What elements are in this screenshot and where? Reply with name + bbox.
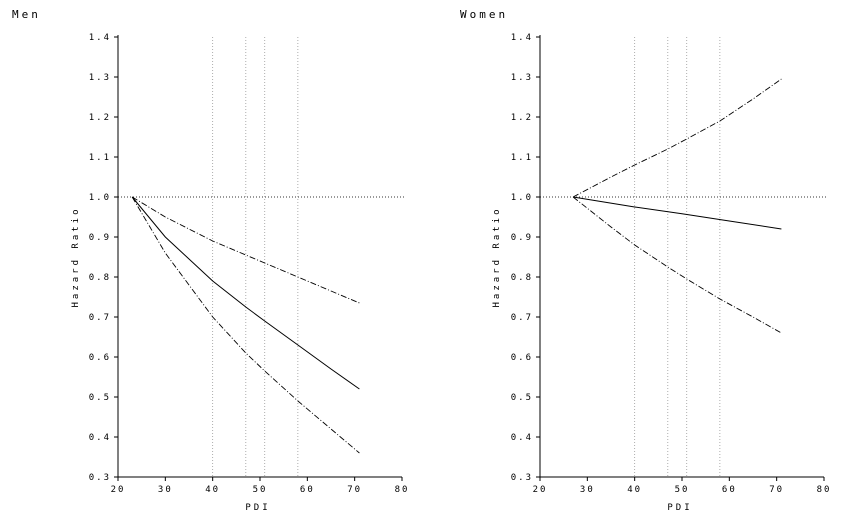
women-y-tick-label: 0.8: [511, 273, 533, 283]
men-y-tick-label: 1.2: [89, 113, 111, 123]
women-x-tick-label: 70: [769, 485, 784, 495]
men-y-tick-label: 0.4: [89, 433, 111, 443]
women-y-tick-label: 0.3: [511, 473, 533, 483]
men-x-tick-label: 30: [158, 485, 173, 495]
men-y-tick-label: 1.4: [89, 33, 111, 43]
women-x-tick-label: 20: [533, 485, 548, 495]
men-y-tick-label: 0.7: [89, 313, 111, 323]
men-y-tick-label: 1.3: [89, 73, 111, 83]
men-x-tick-label: 40: [205, 485, 220, 495]
women-y-tick-label: 1.1: [511, 153, 533, 163]
women-y-axis-label: Hazard Ratio: [492, 206, 502, 307]
women-y-tick-label: 0.7: [511, 313, 533, 323]
women-series-0-estimate-line: [573, 196, 782, 230]
women-y-tick-label: 1.4: [511, 33, 533, 43]
women-y-tick-label: 1.2: [511, 113, 533, 123]
women-series-1-ci-line: [572, 78, 782, 198]
men-y-tick-label: 1.1: [89, 153, 111, 163]
women-y-tick-label: 0.4: [511, 433, 533, 443]
men-title: Men: [12, 8, 41, 21]
women-y-tick-label: 0.6: [511, 353, 533, 363]
women-series-2-ci-line: [572, 196, 782, 334]
men-series-0-estimate-line: [131, 196, 360, 390]
men-y-tick-label: 1.0: [89, 193, 111, 203]
men-y-tick-label: 0.3: [89, 473, 111, 483]
men-panel: Men 0.3 0.4 0.5 0.6 0.7 0.8 0.9 1.0 1.1 1.2 1.3 1.4 2…: [12, 8, 410, 513]
women-x-axis-label: PDI: [667, 503, 692, 513]
men-y-tick-label: 0.9: [89, 233, 111, 243]
women-x-tick-label: 40: [627, 485, 642, 495]
women-panel: Women 0.3 0.4 0.5 0.6 0.7 0.8 0.9 1.0 1.1 1.2 1.3 1.…: [460, 8, 832, 513]
women-x-tick-label: 60: [722, 485, 737, 495]
men-x-tick-label: 70: [347, 485, 362, 495]
women-x-tick-label: 30: [580, 485, 595, 495]
women-x-tick-label: 50: [675, 485, 690, 495]
men-x-tick-label: 80: [395, 485, 410, 495]
women-y-tick-label: 1.0: [511, 193, 533, 203]
men-x-tick-label: 20: [111, 485, 126, 495]
men-series-1-ci-line: [131, 196, 360, 304]
women-x-tick-label: 80: [817, 485, 832, 495]
men-y-axis-label: Hazard Ratio: [71, 206, 81, 307]
men-y-tick-label: 0.6: [89, 353, 111, 363]
women-y-tick-label: 1.3: [511, 73, 533, 83]
men-y-tick-label: 0.8: [89, 273, 111, 283]
men-x-axis-label: PDI: [245, 503, 270, 513]
men-y-tick-label: 0.5: [89, 393, 111, 403]
men-x-tick-label: 60: [300, 485, 315, 495]
women-y-tick-label: 0.9: [511, 233, 533, 243]
women-y-tick-label: 0.5: [511, 393, 533, 403]
men-series-2-ci-line: [131, 196, 360, 454]
men-x-tick-label: 50: [253, 485, 268, 495]
women-title: Women: [460, 8, 508, 21]
